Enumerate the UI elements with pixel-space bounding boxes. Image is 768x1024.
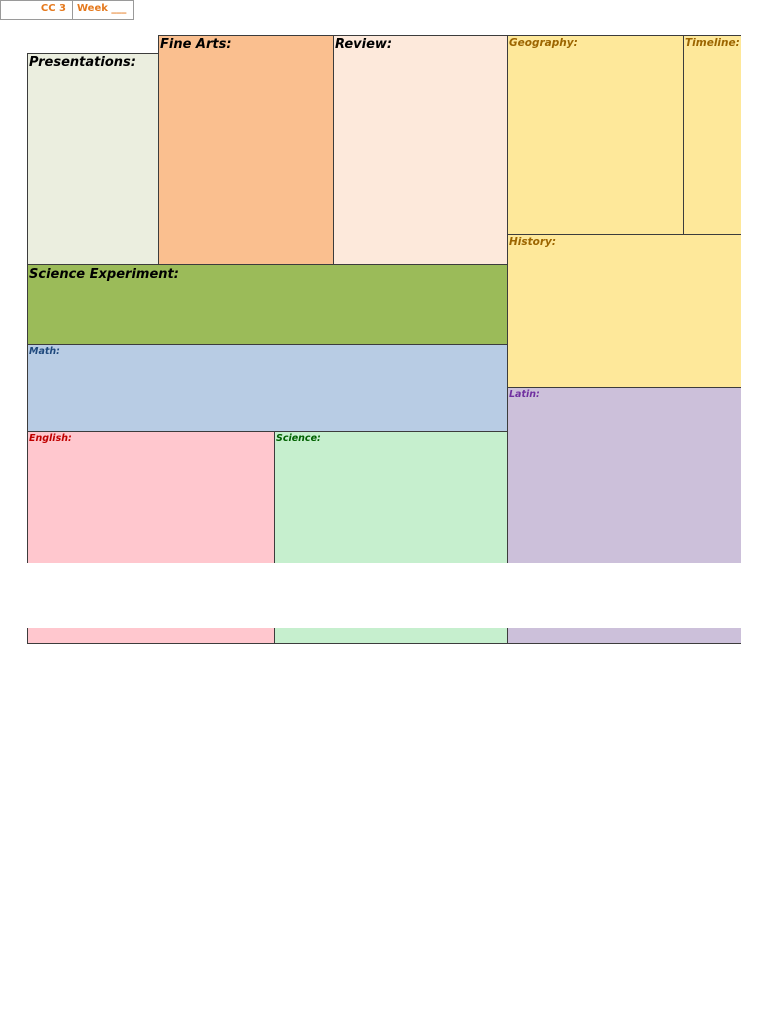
science-section-continued [274, 628, 508, 644]
science-section[interactable]: Science: [274, 431, 508, 563]
history-label: History: [509, 236, 557, 248]
fine-arts-section[interactable]: Fine Arts: [158, 35, 334, 265]
geography-section[interactable]: Geography: [507, 35, 684, 235]
math-section[interactable]: Math: [27, 344, 508, 432]
review-section[interactable]: Review: [333, 35, 508, 265]
cycle-label: CC 3 [1, 1, 73, 19]
week-header: CC 3 Week ___ [0, 0, 134, 20]
science-label: Science: [276, 433, 321, 444]
english-section[interactable]: English: [27, 431, 275, 563]
presentations-section[interactable]: Presentations: [27, 53, 159, 265]
timeline-section[interactable]: Timeline: [683, 35, 741, 235]
presentations-label: Presentations: [29, 55, 136, 70]
latin-section[interactable]: Latin: [507, 387, 741, 563]
history-section[interactable]: History: [507, 234, 741, 388]
english-label: English: [29, 433, 72, 444]
timeline-label: Timeline: [685, 37, 740, 49]
geography-label: Geography: [509, 37, 578, 49]
latin-section-continued [507, 628, 741, 644]
review-label: Review: [335, 37, 393, 52]
english-section-continued [27, 628, 275, 644]
fine-arts-label: Fine Arts: [160, 37, 232, 52]
week-label: Week ___ [77, 3, 127, 14]
math-label: Math: [29, 346, 60, 357]
science-experiment-section[interactable]: Science Experiment: [27, 264, 508, 345]
latin-label: Latin: [509, 389, 540, 400]
science-experiment-label: Science Experiment: [29, 267, 179, 282]
